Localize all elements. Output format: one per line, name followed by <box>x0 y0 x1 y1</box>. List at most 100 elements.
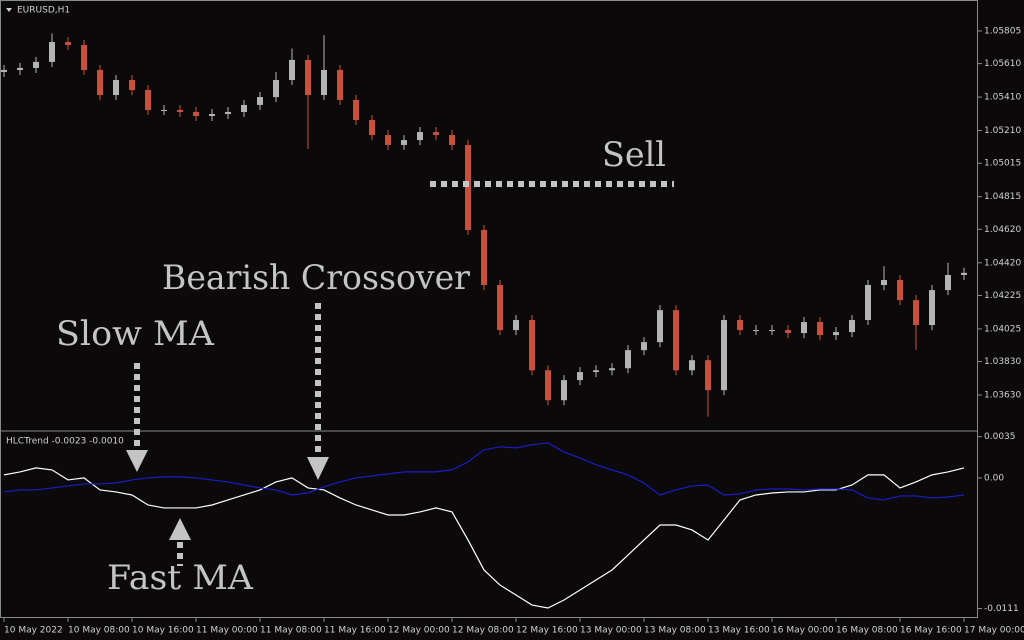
arrow-head <box>307 457 329 480</box>
arrow-head <box>126 450 148 472</box>
indicator-title: HLCTrend -0.0023 -0.0010 <box>6 437 124 447</box>
indicator-line <box>3 467 965 609</box>
y-tick-label: 1.04420 <box>984 258 1021 268</box>
candle-body <box>721 320 727 391</box>
candle-body <box>97 69 103 96</box>
candle-body <box>369 120 375 136</box>
candle-body <box>769 330 775 332</box>
candle-body <box>225 111 231 114</box>
candle-body <box>657 310 663 343</box>
candle-body <box>17 67 23 70</box>
candle-body <box>929 290 935 326</box>
candle-body <box>945 275 951 291</box>
y-tick-label: 0.00 <box>984 473 1004 483</box>
candle-body <box>801 322 807 334</box>
candle-body <box>177 109 183 112</box>
plot-frame <box>0 0 978 618</box>
candle-body <box>33 61 39 68</box>
candle-body <box>401 140 407 145</box>
x-tick-label: 16 May 08:00 <box>836 626 898 636</box>
x-tick-label: 11 May 00:00 <box>196 626 258 636</box>
x-tick-label: 10 May 08:00 <box>68 626 130 636</box>
candle-body <box>257 97 263 105</box>
candle-body <box>705 360 711 391</box>
indicator-line <box>3 442 965 501</box>
y-tick-label: 1.04225 <box>984 291 1021 301</box>
candle-body <box>785 330 791 334</box>
candle-body <box>577 372 583 381</box>
candle-body <box>897 280 903 301</box>
x-tick-label: 13 May 08:00 <box>644 626 706 636</box>
candle-body <box>433 132 439 136</box>
candle-body <box>65 42 71 46</box>
y-tick-label: 1.05410 <box>984 93 1021 103</box>
candle-body <box>209 113 215 116</box>
y-tick-label: 1.05610 <box>984 59 1021 69</box>
candle-body <box>465 144 471 230</box>
candle-body <box>817 322 823 336</box>
candle-body <box>193 111 199 116</box>
marks: 10 May 2022 10 May 08:00 10 May 16:00 11 Ma… <box>1 26 1024 636</box>
candle-body <box>145 90 151 110</box>
candle-body <box>417 132 423 141</box>
candle-body <box>321 69 327 96</box>
annotation: Bearish Crossover <box>162 258 471 298</box>
candle-body <box>81 45 87 70</box>
y-tick-label: -0.0111 <box>984 604 1019 614</box>
y-tick-label: 1.03830 <box>984 357 1021 367</box>
x-tick-label: 11 May 16:00 <box>324 626 386 636</box>
candle-body <box>833 332 839 336</box>
candle-body <box>593 370 599 373</box>
candle-body <box>161 109 167 111</box>
x-tick-label: 12 May 08:00 <box>452 626 514 636</box>
candle-body <box>513 320 519 331</box>
x-tick-label: 12 May 16:00 <box>516 626 578 636</box>
candle-body <box>737 320 743 331</box>
candle-body <box>497 285 503 331</box>
y-tick-label: 0.0035 <box>984 432 1016 442</box>
candle-body <box>913 300 919 326</box>
x-tick-label: 11 May 08:00 <box>260 626 322 636</box>
candle-body <box>529 320 535 371</box>
candle-body <box>481 229 487 286</box>
y-tick-label: 1.05210 <box>984 126 1021 136</box>
candle-body <box>337 69 343 100</box>
menu-arrow[interactable] <box>6 8 12 12</box>
candle-body <box>753 330 759 332</box>
x-tick-label: 16 May 00:00 <box>772 626 834 636</box>
candle-body <box>49 42 55 62</box>
candle-body <box>289 59 295 81</box>
x-tick-label: 10 May 2022 <box>4 626 63 636</box>
symbol-title: EURUSD,H1 <box>17 6 70 16</box>
candle-body <box>241 104 247 112</box>
candle-body <box>689 360 695 371</box>
y-tick-label: 1.05015 <box>984 159 1021 169</box>
x-tick-label: 16 May 16:00 <box>900 626 962 636</box>
x-tick-label: 13 May 00:00 <box>580 626 642 636</box>
candle-body <box>545 370 551 401</box>
candle-body <box>849 320 855 333</box>
candle-body <box>641 342 647 351</box>
x-tick-label: 13 May 16:00 <box>708 626 770 636</box>
y-tick-label: 1.04620 <box>984 225 1021 235</box>
candle-body <box>305 59 311 96</box>
candle-body <box>561 380 567 401</box>
x-tick-label: 12 May 00:00 <box>388 626 450 636</box>
candle-body <box>865 285 871 321</box>
x-tick-label: 10 May 16:00 <box>132 626 194 636</box>
candle-body <box>449 135 455 145</box>
candle-body <box>625 350 631 369</box>
candle-body <box>961 272 967 276</box>
y-tick-label: 1.05805 <box>984 26 1021 36</box>
y-tick-label: 1.04025 <box>984 324 1021 334</box>
y-tick-label: 1.04815 <box>984 192 1021 202</box>
candle-body <box>1 69 7 72</box>
arrow-head <box>169 518 191 540</box>
candle-body <box>273 80 279 98</box>
candle-body <box>113 80 119 96</box>
x-tick-label: 17 May 00:00 <box>964 626 1024 636</box>
y-tick-label: 1.03630 <box>984 391 1021 401</box>
candle-body <box>385 135 391 145</box>
annotation: Slow MA <box>56 314 214 354</box>
